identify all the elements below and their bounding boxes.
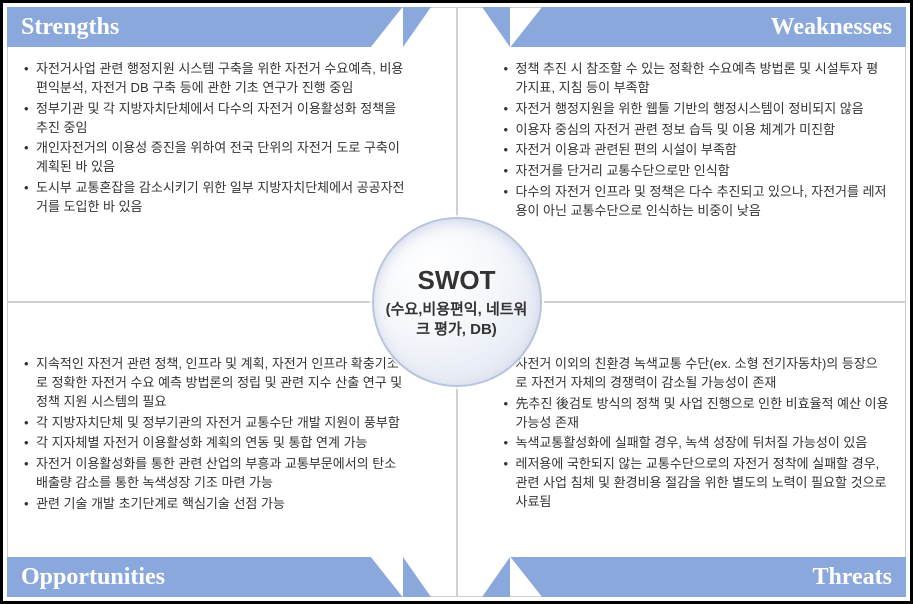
list-item: 각 지방자치단체 및 정부기관의 자전거 교통수단 개발 지원이 풍부함	[24, 414, 410, 433]
list-item: 자전거 이외의 친환경 녹색교통 수단(ex. 소형 전기자동차)의 등장으로 …	[504, 355, 890, 393]
swot-frame: Strengths Weaknesses Opportunities Threa…	[0, 0, 913, 604]
opportunities-label: Opportunities	[21, 564, 165, 591]
strengths-arrow	[403, 7, 431, 47]
list-item: 先추진 後검토 방식의 정책 및 사업 진행으로 인한 비효율적 예산 이용 가…	[504, 395, 890, 433]
strengths-list: 자전거사업 관련 행정지원 시스템 구축을 위한 자전거 수요예측, 비용편익분…	[24, 60, 440, 217]
list-item: 자전거사업 관련 행정지원 시스템 구축을 위한 자전거 수요예측, 비용편익분…	[24, 60, 410, 98]
list-item: 지속적인 자전거 관련 정책, 인프라 및 계획, 자전거 인프라 확충기조로 …	[24, 355, 410, 412]
list-item: 녹색교통활성화에 실패할 경우, 녹색 성장에 뒤처질 가능성이 있음	[504, 434, 890, 453]
list-item: 자전거를 단거리 교통수단으로만 인식함	[504, 162, 890, 181]
weaknesses-list: 정책 추진 시 참조할 수 있는 정확한 수요예측 방법론 및 시설투자 평가지…	[474, 60, 890, 221]
center-circle: SWOT (수요,비용편익, 네트워크 평가, DB)	[372, 217, 542, 387]
threats-list: 자전거 이외의 친환경 녹색교통 수단(ex. 소형 전기자동차)의 등장으로 …	[474, 355, 890, 512]
threats-label: Threats	[812, 564, 892, 591]
list-item: 각 지자체별 자전거 이용활성화 계획의 연동 및 통합 연계 가능	[24, 434, 410, 453]
list-item: 도시부 교통혼잡을 감소시키기 위한 일부 지방자치단체에서 공공자전거를 도입…	[24, 179, 410, 217]
list-item: 이용자 중심의 자전거 관련 정보 습득 및 이용 체계가 미진함	[504, 121, 890, 140]
swot-grid: Strengths Weaknesses Opportunities Threa…	[7, 7, 906, 597]
list-item: 다수의 자전거 인프라 및 정책은 다수 추진되고 있으나, 자전거를 레저용이…	[504, 183, 890, 221]
list-item: 자전거 이용활성화를 통한 관련 산업의 부흥과 교통부문에서의 탄소 배출량 …	[24, 455, 410, 493]
strengths-label: Strengths	[21, 14, 119, 41]
weaknesses-label: Weaknesses	[771, 14, 892, 41]
list-item: 관련 기술 개발 초기단계로 핵심기술 선점 가능	[24, 495, 410, 514]
threats-arrow	[482, 557, 510, 597]
strengths-banner: Strengths	[7, 7, 403, 47]
list-item: 자전거 이용과 관련된 편의 시설이 부족함	[504, 141, 890, 160]
opportunities-banner: Opportunities	[7, 557, 403, 597]
list-item: 레저용에 국한되지 않는 교통수단으로의 자전거 정착에 실패할 경우, 관련 …	[504, 455, 890, 512]
opportunities-list: 지속적인 자전거 관련 정책, 인프라 및 계획, 자전거 인프라 확충기조로 …	[24, 355, 440, 514]
weaknesses-arrow	[482, 7, 510, 47]
swot-subtitle: (수요,비용편익, 네트워크 평가, DB)	[384, 300, 530, 339]
weaknesses-banner: Weaknesses	[510, 7, 906, 47]
list-item: 정부기관 및 각 지방자치단체에서 다수의 자전거 이용활성화 정책을 추진 중…	[24, 100, 410, 138]
swot-title: SWOT	[418, 265, 496, 296]
threats-banner: Threats	[510, 557, 906, 597]
list-item: 자전거 행정지원을 위한 웹툴 기반의 행정시스템이 정비되지 않음	[504, 100, 890, 119]
list-item: 정책 추진 시 참조할 수 있는 정확한 수요예측 방법론 및 시설투자 평가지…	[504, 60, 890, 98]
list-item: 개인자전거의 이용성 증진을 위하여 전국 단위의 자전거 도로 구축이 계획된…	[24, 139, 410, 177]
opportunities-arrow	[403, 557, 431, 597]
